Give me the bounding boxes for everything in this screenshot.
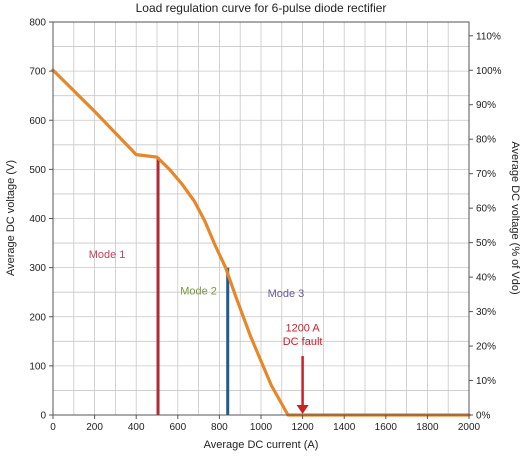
x-tick-label: 800 xyxy=(211,422,228,433)
tick-labels: 0 200 400 600 800 1000 1200 1400 1600 1800 2000 0 10… xyxy=(29,18,501,434)
fault-arrow-head xyxy=(296,405,309,414)
y-tick-label: 400 xyxy=(29,214,46,225)
x-tick-label: 2000 xyxy=(458,422,481,433)
y-tick-label: 500 xyxy=(29,165,46,176)
annotation-label: 1200 A xyxy=(285,322,320,334)
y-axis-right-label: Average DC voltage (% of Vdo) xyxy=(509,141,521,294)
x-tick-label: 1400 xyxy=(333,422,356,433)
x-axis-label: Average DC current (A) xyxy=(204,439,319,451)
y-tick-label: 600 xyxy=(29,116,46,127)
grid xyxy=(52,21,470,416)
y-axis-label: Average DC voltage (V) xyxy=(5,160,17,276)
y-right-tick-label: 70% xyxy=(476,169,496,180)
y-right-tick-label: 10% xyxy=(476,376,496,387)
annotation-label: Mode 1 xyxy=(89,249,126,261)
y-tick-label: 0 xyxy=(40,411,46,422)
x-tick-label: 1800 xyxy=(416,422,439,433)
y-tick-label: 700 xyxy=(29,67,46,78)
y-right-tick-label: 60% xyxy=(476,204,496,215)
y-right-tick-label: 40% xyxy=(476,273,496,284)
x-tick-label: 1000 xyxy=(250,422,273,433)
x-tick-label: 600 xyxy=(169,422,186,433)
x-tick-label: 0 xyxy=(50,422,56,433)
annotation-label: Mode 3 xyxy=(268,288,305,300)
annotations: Mode 1 Mode 2 Mode 3 1200 A DC fault xyxy=(89,249,323,414)
y-tick-label: 800 xyxy=(29,18,46,29)
y-tick-label: 300 xyxy=(29,263,46,274)
y-right-tick-label: 90% xyxy=(476,100,496,111)
y-right-tick-label: 100% xyxy=(476,66,502,77)
x-tick-label: 400 xyxy=(128,422,145,433)
axes xyxy=(49,21,473,419)
y-right-tick-label: 50% xyxy=(476,238,496,249)
annotation-label: Mode 2 xyxy=(180,286,217,298)
y-tick-label: 200 xyxy=(29,312,46,323)
y-right-tick-label: 0% xyxy=(476,411,491,422)
y-right-tick-label: 30% xyxy=(476,307,496,318)
x-tick-label: 1600 xyxy=(375,422,398,433)
y-right-tick-label: 20% xyxy=(476,342,496,353)
x-tick-label: 200 xyxy=(86,422,103,433)
chart-title: Load regulation curve for 6-pulse diode … xyxy=(136,1,387,15)
x-tick-label: 1200 xyxy=(291,422,314,433)
y-right-tick-label: 80% xyxy=(476,135,496,146)
y-tick-label: 100 xyxy=(29,361,46,372)
annotation-label: DC fault xyxy=(283,336,323,348)
y-right-tick-label: 110% xyxy=(476,31,501,42)
